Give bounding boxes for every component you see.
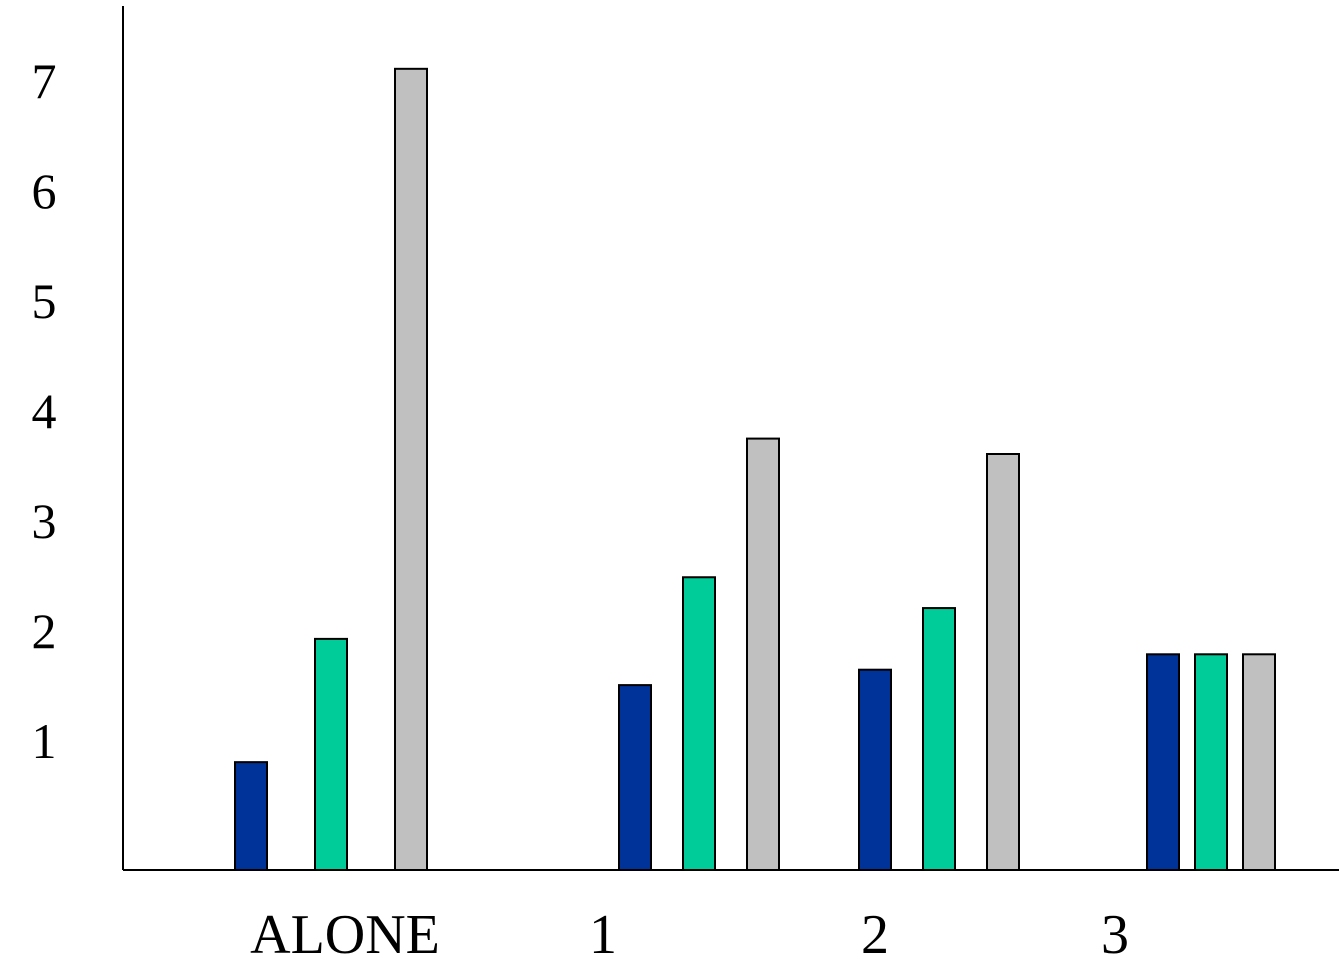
y-tick-label: 5	[32, 273, 57, 329]
y-tick-label: 1	[32, 713, 57, 769]
x-category-label: 1	[589, 904, 617, 960]
x-category-label: ALONE	[250, 904, 440, 960]
y-tick-label: 4	[32, 383, 57, 439]
x-category-label: 2	[861, 904, 889, 960]
y-axis-ticks: 1 2 3 4 5 6 7	[32, 53, 57, 769]
y-tick-label: 7	[32, 53, 57, 109]
y-tick-label: 3	[32, 493, 57, 549]
bar-alone-series-3	[394, 67, 428, 871]
bar-1-series-3	[746, 437, 780, 871]
bar-alone-series-2	[314, 637, 348, 872]
bar-3-series-2	[1194, 653, 1228, 872]
bar-3-series-3	[1242, 653, 1276, 872]
x-axis-labels: ALONE 1 2 3	[250, 904, 1129, 960]
bar-1-series-1	[618, 684, 652, 871]
bar-2-series-1	[858, 668, 892, 871]
x-category-label: 3	[1101, 904, 1129, 960]
bar-2-series-2	[922, 607, 956, 872]
bars	[234, 67, 1276, 872]
bar-2-series-3	[986, 453, 1020, 871]
y-tick-label: 6	[32, 163, 57, 219]
bar-alone-series-1	[234, 761, 268, 871]
y-tick-label: 2	[32, 603, 57, 659]
bar-3-series-1	[1146, 653, 1180, 872]
bar-1-series-2	[682, 576, 716, 872]
